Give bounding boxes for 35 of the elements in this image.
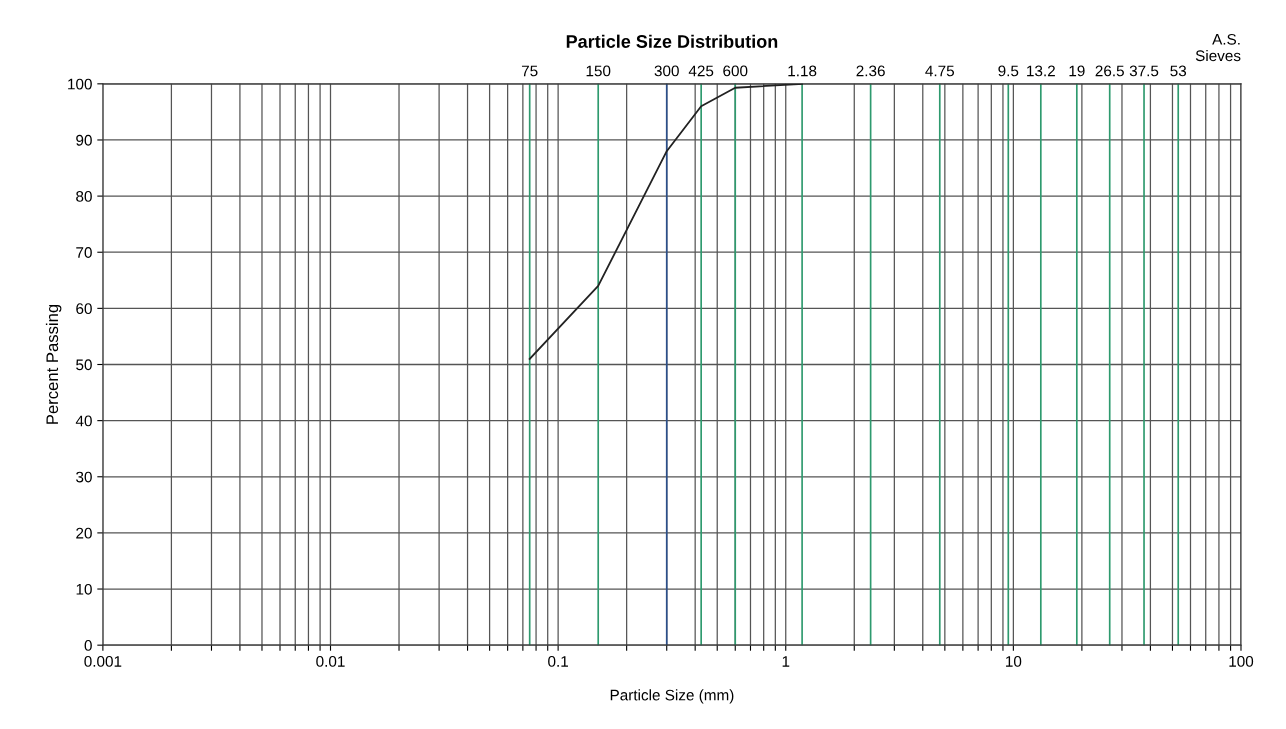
ref-line-label: 425 xyxy=(688,65,714,77)
y-tick-label: 100 xyxy=(68,78,92,90)
ref-line-label: 19 xyxy=(1069,65,1085,77)
ref-line-label: 150 xyxy=(586,65,611,77)
y-tick-label: 50 xyxy=(76,359,92,371)
y-tick-label: 80 xyxy=(76,190,92,202)
x-tick-label: 0.01 xyxy=(316,655,345,667)
text: A.S. Sieves xyxy=(1195,33,1241,62)
ref-line-label: 600 xyxy=(723,65,748,77)
ref-line-label: 37.5 xyxy=(1129,65,1159,77)
y-tick-label: 90 xyxy=(76,134,92,146)
y-tick-label: 40 xyxy=(75,415,92,427)
ref-line-label: 9.5 xyxy=(998,65,1019,77)
y-tick-label: 70 xyxy=(76,247,92,258)
ref-line-label: 300 xyxy=(654,65,679,77)
y-tick-label: 30 xyxy=(76,471,92,483)
ref-line-label: 1.18 xyxy=(788,65,817,77)
ref-line-label: 26.5 xyxy=(1095,65,1124,77)
y-tick-label: 10 xyxy=(76,583,92,595)
y-axis-title: Percent Passing xyxy=(45,304,62,424)
ref-line-label: 53 xyxy=(1170,65,1187,77)
x-tick-label: 10 xyxy=(1006,655,1022,667)
y-tick-label: 0 xyxy=(84,640,92,651)
x-tick-label: 1 xyxy=(782,656,790,667)
x-tick-label: 0.1 xyxy=(548,655,568,667)
y-tick-label: 60 xyxy=(76,303,92,315)
x-tick-label: 100 xyxy=(1229,655,1254,667)
ref-line-label: 2.36 xyxy=(856,65,885,77)
x-tick-label: 0.001 xyxy=(84,655,122,667)
x-axis-title: Particle Size (mm) xyxy=(610,689,734,704)
ref-line-label: 4.75 xyxy=(925,65,954,77)
chart-title: Particle Size Distribution xyxy=(566,34,778,48)
y-tick-label: 20 xyxy=(76,527,92,539)
ref-line-label: 75 xyxy=(521,65,538,77)
ref-line-label: 13.2 xyxy=(1027,65,1055,77)
